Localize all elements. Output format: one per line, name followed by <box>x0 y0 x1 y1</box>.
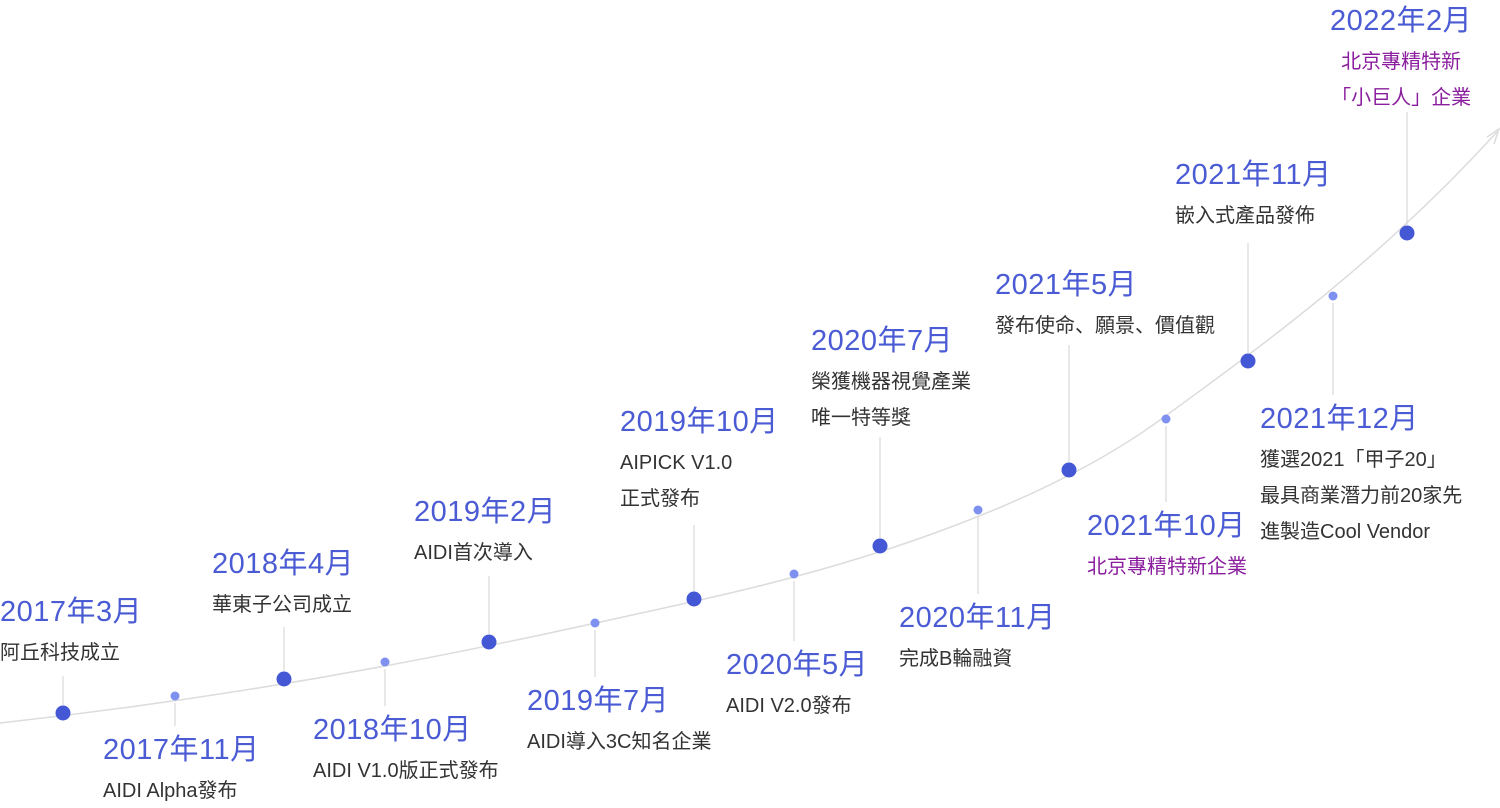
node-2022-02 <box>1399 225 1415 241</box>
event-2019-02: 2019年2月 AIDI首次導入 <box>414 498 556 571</box>
node-2019-10 <box>686 591 702 607</box>
event-description: 華東子公司成立 <box>212 594 352 616</box>
event-date: 2021年5月 <box>995 269 1138 301</box>
event-date: 2017年3月 <box>0 596 143 628</box>
event-description: AIDI Alpha發布 <box>103 780 238 802</box>
node-2021-10 <box>1161 414 1171 424</box>
event-description: AIDI導入3C知名企業 <box>527 731 712 753</box>
node-2020-11 <box>973 505 983 515</box>
timeline-arrow-icon <box>1486 127 1500 145</box>
event-date: 2018年4月 <box>212 548 355 580</box>
event-description: 進製造Cool Vendor <box>1260 521 1431 543</box>
event-description: 發布使命、願景、價值觀 <box>995 315 1215 337</box>
node-2018-04 <box>276 671 292 687</box>
event-date: 2020年5月 <box>726 649 869 681</box>
event-date: 2018年10月 <box>313 714 472 746</box>
event-2021-12: 2021年12月獲選2021「甲子20」 最具商業潛力前20家先 進製造Cool V… <box>1260 405 1462 550</box>
event-description: 唯一特等獎 <box>811 407 911 429</box>
event-date: 2022年2月 <box>1330 5 1473 37</box>
node-2021-11 <box>1240 353 1256 369</box>
node-2017-11 <box>170 691 180 701</box>
event-date: 2021年11月 <box>1175 159 1332 191</box>
event-description: 獲選2021「甲子20」 <box>1260 449 1447 471</box>
event-description: 完成B輪融資 <box>899 648 1013 670</box>
event-description: 最具商業潛力前20家先 <box>1260 485 1463 507</box>
event-2021-05: 2021年5月發布使命、願景、價值觀 <box>995 271 1215 344</box>
event-2019-07: 2019年7月 AIDI導入3C知名企業 <box>527 687 711 760</box>
event-2018-10: 2018年10月 AIDI V1.0版正式發布 <box>313 716 499 789</box>
node-2019-02 <box>481 634 497 650</box>
event-date: 2020年11月 <box>899 602 1056 634</box>
event-description: 阿丘科技成立 <box>0 642 120 664</box>
event-2019-10: 2019年10月 AIPICK V1.0 正式發布 <box>620 408 779 517</box>
event-date: 2019年10月 <box>620 406 779 438</box>
node-2020-05 <box>789 569 799 579</box>
event-2022-02: 2022年2月北京專精特新 「小巨人」企業 <box>1330 7 1472 116</box>
event-2018-04: 2018年4月華東子公司成立 <box>212 550 354 623</box>
event-2020-11: 2020年11月完成B輪融資 <box>899 604 1056 677</box>
event-2020-07: 2020年7月榮獲機器視覺產業 唯一特等獎 <box>811 327 971 436</box>
timeline-axis <box>0 131 1498 724</box>
event-description: AIDI V2.0發布 <box>726 695 852 717</box>
node-2021-05 <box>1061 462 1077 478</box>
event-date: 2021年10月 <box>1087 510 1246 542</box>
event-date: 2019年2月 <box>414 496 557 528</box>
event-description: 「小巨人」企業 <box>1331 87 1472 109</box>
node-2017-03 <box>55 705 71 721</box>
event-description: AIPICK V1.0 <box>620 452 733 474</box>
node-2021-12 <box>1328 291 1338 301</box>
event-description: 北京專精特新 <box>1341 51 1462 73</box>
event-2017-03: 2017年3月阿丘科技成立 <box>0 598 142 671</box>
node-2018-10 <box>380 657 390 667</box>
event-description: 榮獲機器視覺產業 <box>811 371 971 393</box>
event-date: 2017年11月 <box>103 734 260 766</box>
event-2017-11: 2017年11月 AIDI Alpha發布 <box>103 736 260 808</box>
event-date: 2019年7月 <box>527 685 670 717</box>
event-date: 2020年7月 <box>811 325 954 357</box>
event-2021-11: 2021年11月嵌入式產品發佈 <box>1175 161 1332 234</box>
event-description: AIDI V1.0版正式發布 <box>313 760 499 782</box>
node-2019-07 <box>590 618 600 628</box>
event-description: 北京專精特新企業 <box>1087 556 1247 578</box>
event-description: 正式發布 <box>620 488 700 510</box>
event-2021-10: 2021年10月北京專精特新企業 <box>1087 512 1247 585</box>
event-description: AIDI首次導入 <box>414 542 533 564</box>
event-2020-05: 2020年5月 AIDI V2.0發布 <box>726 651 868 724</box>
event-date: 2021年12月 <box>1260 403 1419 435</box>
event-description: 嵌入式產品發佈 <box>1175 205 1315 227</box>
node-2020-07 <box>872 538 888 554</box>
